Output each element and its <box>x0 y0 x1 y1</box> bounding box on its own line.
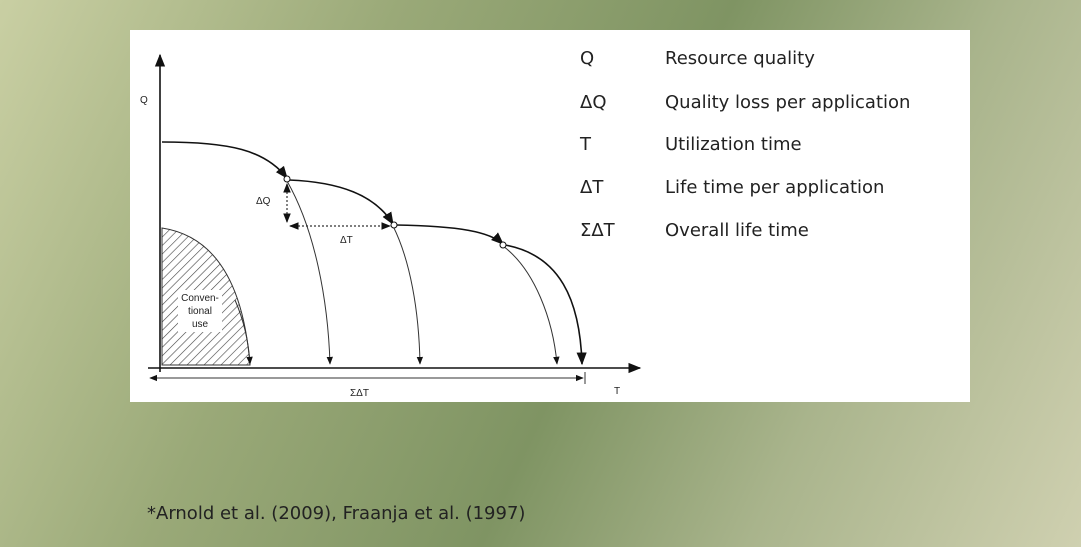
legend-symbol: ΔQ <box>580 92 606 113</box>
curve-3 <box>395 224 504 245</box>
label-bg <box>178 290 222 332</box>
sum-label: ΣΔT <box>350 388 369 399</box>
drop-3 <box>502 245 560 365</box>
y-axis-label: Q <box>140 95 148 106</box>
node <box>390 221 398 229</box>
diagram-panel <box>130 30 970 402</box>
drop-2 <box>392 225 424 365</box>
conventional-label: Conven- <box>181 293 219 304</box>
node <box>499 241 507 249</box>
curve-4 <box>504 244 587 366</box>
drop-1 <box>286 180 333 365</box>
citation: *Arnold et al. (2009), Fraanja et al. (1… <box>147 503 525 524</box>
legend-symbol: T <box>579 134 592 155</box>
legend-text: Resource quality <box>665 48 815 69</box>
drop-0 <box>234 299 253 365</box>
conventional-label: use <box>192 319 209 330</box>
node <box>283 175 291 183</box>
legend-symbol: ΣΔT <box>580 220 616 241</box>
delta-t-label: ΔT <box>340 235 353 246</box>
legend-text: Quality loss per application <box>665 92 910 113</box>
legend: Q Resource quality ΔQ Quality loss per a… <box>579 48 910 241</box>
curve-1 <box>161 141 288 180</box>
legend-symbol: ΔT <box>580 177 604 198</box>
legend-text: Life time per application <box>665 177 884 198</box>
conventional-label: tional <box>188 306 212 317</box>
legend-symbol: Q <box>580 48 594 69</box>
delta-q-label: ΔQ <box>256 196 271 207</box>
legend-text: Utilization time <box>665 134 802 155</box>
x-axis-label: T <box>614 386 620 397</box>
legend-text: Overall life time <box>665 220 809 241</box>
curve-2 <box>288 179 394 226</box>
